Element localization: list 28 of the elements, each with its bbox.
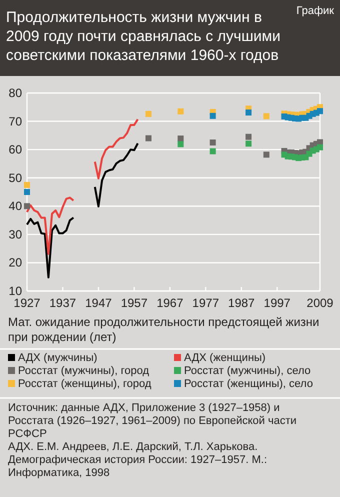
- x-tick-label: 1957: [120, 296, 148, 310]
- legend-label: Росстат (мужчины), город: [18, 365, 150, 377]
- y-tick-label: 30: [8, 227, 22, 242]
- legend-label: Росстат (женщины), село: [184, 378, 313, 390]
- y-tick-label: 50: [8, 170, 22, 185]
- text: Источник: данные АДХ, Приложение 3 (1927–1958) и Росстата (1926–1927, 1961–2009) по Европейской части РСФСР: [8, 402, 297, 440]
- legend-label: Росстат (мужчины), село: [184, 365, 311, 377]
- legend-label: АДХ (мужчины): [18, 352, 98, 364]
- y-tick-label: 70: [8, 114, 22, 128]
- y-tick-label: 80: [8, 86, 22, 100]
- y-tick-label: 40: [8, 199, 22, 214]
- legend-label: АДХ (женщины): [184, 352, 266, 364]
- y-tick-label: 60: [8, 142, 22, 157]
- legend-label: Росстат (женщины), город: [18, 378, 152, 390]
- x-tick-label: 1937: [49, 296, 76, 310]
- x-tick-label: 1977: [192, 296, 220, 310]
- x-tick-label: 1927: [14, 296, 41, 310]
- chart-title: Продолжительность жизни мужчин в 2009 году почти сравнялась с лучшими советскими показателями 1960-х годов: [6, 9, 280, 64]
- x-tick-label: 1987: [228, 296, 256, 310]
- chart-subtitle: График: [296, 5, 334, 17]
- text: АДХ. Е.М. Андреев, Л.Е. Дарский, Т.Л. Харькова. Демографическая история России: 1927–1957. М.: Информатика, 1998: [8, 441, 267, 479]
- y-tick-label: 20: [8, 256, 22, 270]
- x-axis-title: Мат. ожидание продолжительности предстоящей жизни при рождении (лет): [8, 315, 320, 344]
- x-tick-label: 1997: [264, 296, 291, 310]
- x-tick-label: 1947: [85, 296, 112, 310]
- x-tick-label: 1967: [156, 296, 184, 310]
- y-tick-label: 10: [8, 284, 22, 298]
- x-tick-label: 2009: [306, 296, 334, 310]
